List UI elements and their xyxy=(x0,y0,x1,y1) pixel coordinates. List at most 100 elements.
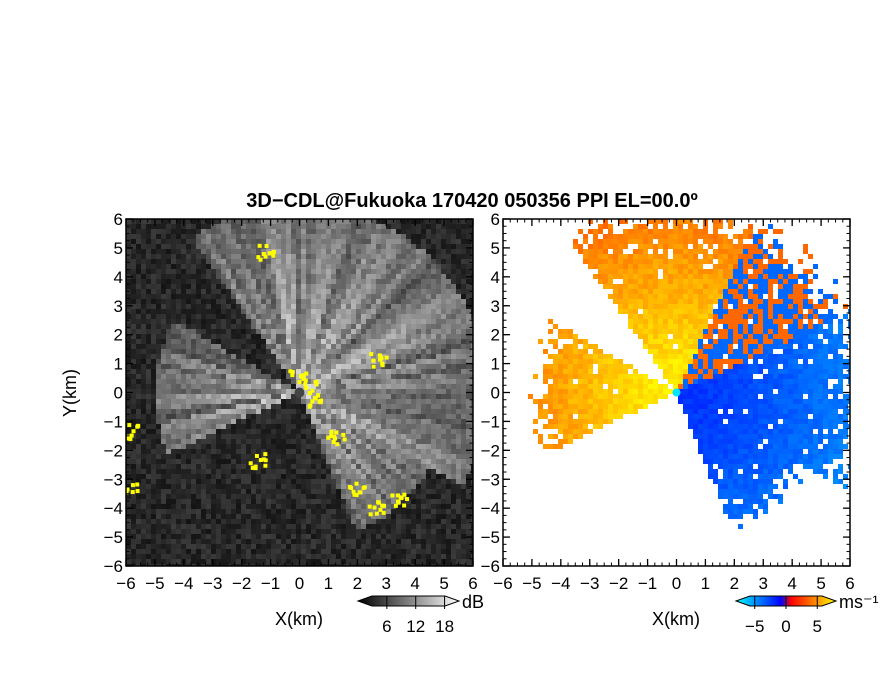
backscatter-cell xyxy=(466,559,471,564)
backscatter-cell xyxy=(381,519,386,524)
highlight-cell xyxy=(334,430,339,435)
backscatter-cell xyxy=(301,549,306,554)
backscatter-cell xyxy=(401,219,406,224)
backscatter-cell xyxy=(126,469,131,474)
backscatter-cell xyxy=(211,449,216,454)
backscatter-cell xyxy=(126,564,131,566)
backscatter-cell xyxy=(386,454,391,459)
backscatter-cell xyxy=(171,439,176,444)
backscatter-cell xyxy=(351,259,356,264)
backscatter-cell xyxy=(136,534,141,539)
backscatter-cell xyxy=(306,264,311,269)
backscatter-cell xyxy=(261,239,266,244)
backscatter-cell xyxy=(201,379,206,384)
backscatter-cell xyxy=(381,264,386,269)
backscatter-cell xyxy=(256,554,261,559)
backscatter-cell xyxy=(211,334,216,339)
backscatter-cell xyxy=(281,414,286,419)
backscatter-cell xyxy=(166,464,171,469)
backscatter-cell xyxy=(281,449,286,454)
backscatter-cell xyxy=(226,284,231,289)
backscatter-cell xyxy=(251,279,256,284)
backscatter-cell xyxy=(466,544,471,549)
backscatter-cell xyxy=(136,444,141,449)
backscatter-cell xyxy=(296,234,301,239)
backscatter-cell xyxy=(266,409,271,414)
backscatter-cell xyxy=(466,514,471,519)
backscatter-cell xyxy=(466,374,471,379)
backscatter-cell xyxy=(316,269,321,274)
backscatter-cell xyxy=(326,424,331,429)
backscatter-cell xyxy=(376,564,381,566)
backscatter-cell xyxy=(381,489,386,494)
backscatter-cell xyxy=(126,429,131,434)
backscatter-cell xyxy=(231,344,236,349)
backscatter-cell xyxy=(226,334,231,339)
backscatter-cell xyxy=(256,349,261,354)
backscatter-cell xyxy=(441,324,446,329)
backscatter-cell xyxy=(321,514,326,519)
backscatter-cell xyxy=(271,264,276,269)
backscatter-cell xyxy=(296,259,301,264)
backscatter-cell xyxy=(396,534,401,539)
backscatter-cell xyxy=(371,514,376,519)
backscatter-cell xyxy=(231,444,236,449)
backscatter-cell xyxy=(456,379,461,384)
backscatter-cell xyxy=(146,554,151,559)
backscatter-cell xyxy=(276,249,281,254)
backscatter-cell xyxy=(216,304,221,309)
backscatter-cell xyxy=(411,354,416,359)
backscatter-cell xyxy=(336,304,341,309)
backscatter-cell xyxy=(436,354,441,359)
backscatter-cell xyxy=(376,244,381,249)
backscatter-cell xyxy=(181,534,186,539)
backscatter-cell xyxy=(391,244,396,249)
backscatter-cell xyxy=(216,219,221,224)
backscatter-cell xyxy=(426,539,431,544)
backscatter-cell xyxy=(216,544,221,549)
backscatter-cell xyxy=(256,394,261,399)
backscatter-cell xyxy=(361,219,366,224)
backscatter-cell xyxy=(226,529,231,534)
backscatter-cell xyxy=(126,394,131,399)
backscatter-cell xyxy=(161,479,166,484)
backscatter-cell xyxy=(201,564,206,566)
backscatter-cell xyxy=(301,444,306,449)
backscatter-cell xyxy=(151,389,156,394)
backscatter-cell xyxy=(271,374,276,379)
backscatter-cell xyxy=(426,529,431,534)
highlight-cell xyxy=(129,433,134,438)
backscatter-cell xyxy=(416,399,421,404)
backscatter-cell xyxy=(411,369,416,374)
backscatter-cell xyxy=(321,429,326,434)
backscatter-cell xyxy=(401,324,406,329)
backscatter-cell xyxy=(376,279,381,284)
backscatter-cell xyxy=(171,554,176,559)
backscatter-cell xyxy=(366,489,371,494)
backscatter-cell xyxy=(296,509,301,514)
backscatter-cell xyxy=(386,324,391,329)
backscatter-cell xyxy=(161,379,166,384)
backscatter-cell xyxy=(376,459,381,464)
backscatter-cell xyxy=(396,244,401,249)
backscatter-cell xyxy=(181,399,186,404)
backscatter-cell xyxy=(411,219,416,224)
backscatter-cell xyxy=(271,384,276,389)
backscatter-cell xyxy=(226,414,231,419)
backscatter-cell xyxy=(206,319,211,324)
backscatter-cell xyxy=(146,294,151,299)
backscatter-cell xyxy=(391,514,396,519)
highlight-cell xyxy=(354,481,359,486)
backscatter-cell xyxy=(316,559,321,564)
backscatter-cell xyxy=(306,509,311,514)
backscatter-cell xyxy=(371,419,376,424)
backscatter-cell xyxy=(196,534,201,539)
backscatter-cell xyxy=(251,289,256,294)
backscatter-cell xyxy=(461,454,466,459)
backscatter-cell xyxy=(271,314,276,319)
backscatter-cell xyxy=(341,304,346,309)
backscatter-cell xyxy=(146,409,151,414)
backscatter-cell xyxy=(256,239,261,244)
backscatter-cell xyxy=(446,289,451,294)
backscatter-cell xyxy=(246,314,251,319)
